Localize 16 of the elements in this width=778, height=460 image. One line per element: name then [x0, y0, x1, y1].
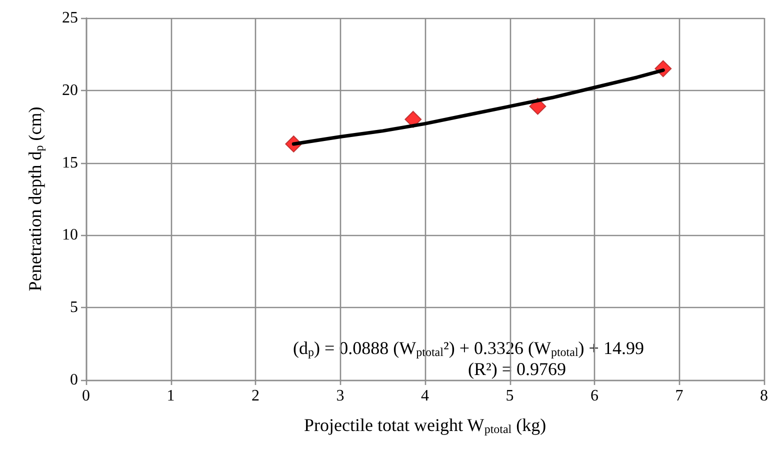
y-tick-label: 15 [62, 154, 78, 172]
x-tick-label: 2 [252, 388, 260, 404]
x-tick-label: 7 [675, 388, 684, 404]
x-tick-label: 5 [506, 388, 514, 404]
y-tick-label: 0 [70, 372, 78, 388]
x-tick-label: 4 [421, 388, 429, 404]
x-tick-label: 6 [590, 388, 598, 404]
y-tick-label: 20 [62, 82, 78, 99]
x-tick-label: 8 [760, 388, 768, 404]
y-tick-label: 10 [62, 226, 78, 244]
x-tick-label: 3 [336, 388, 344, 404]
x-tick-label: 0 [82, 388, 90, 404]
x-tick-label: 1 [166, 388, 175, 404]
y-tick-label: 5 [70, 299, 78, 316]
y-tick-label: 25 [62, 10, 78, 26]
y-axis-title: Penetration depth dp (cm) [25, 106, 46, 292]
